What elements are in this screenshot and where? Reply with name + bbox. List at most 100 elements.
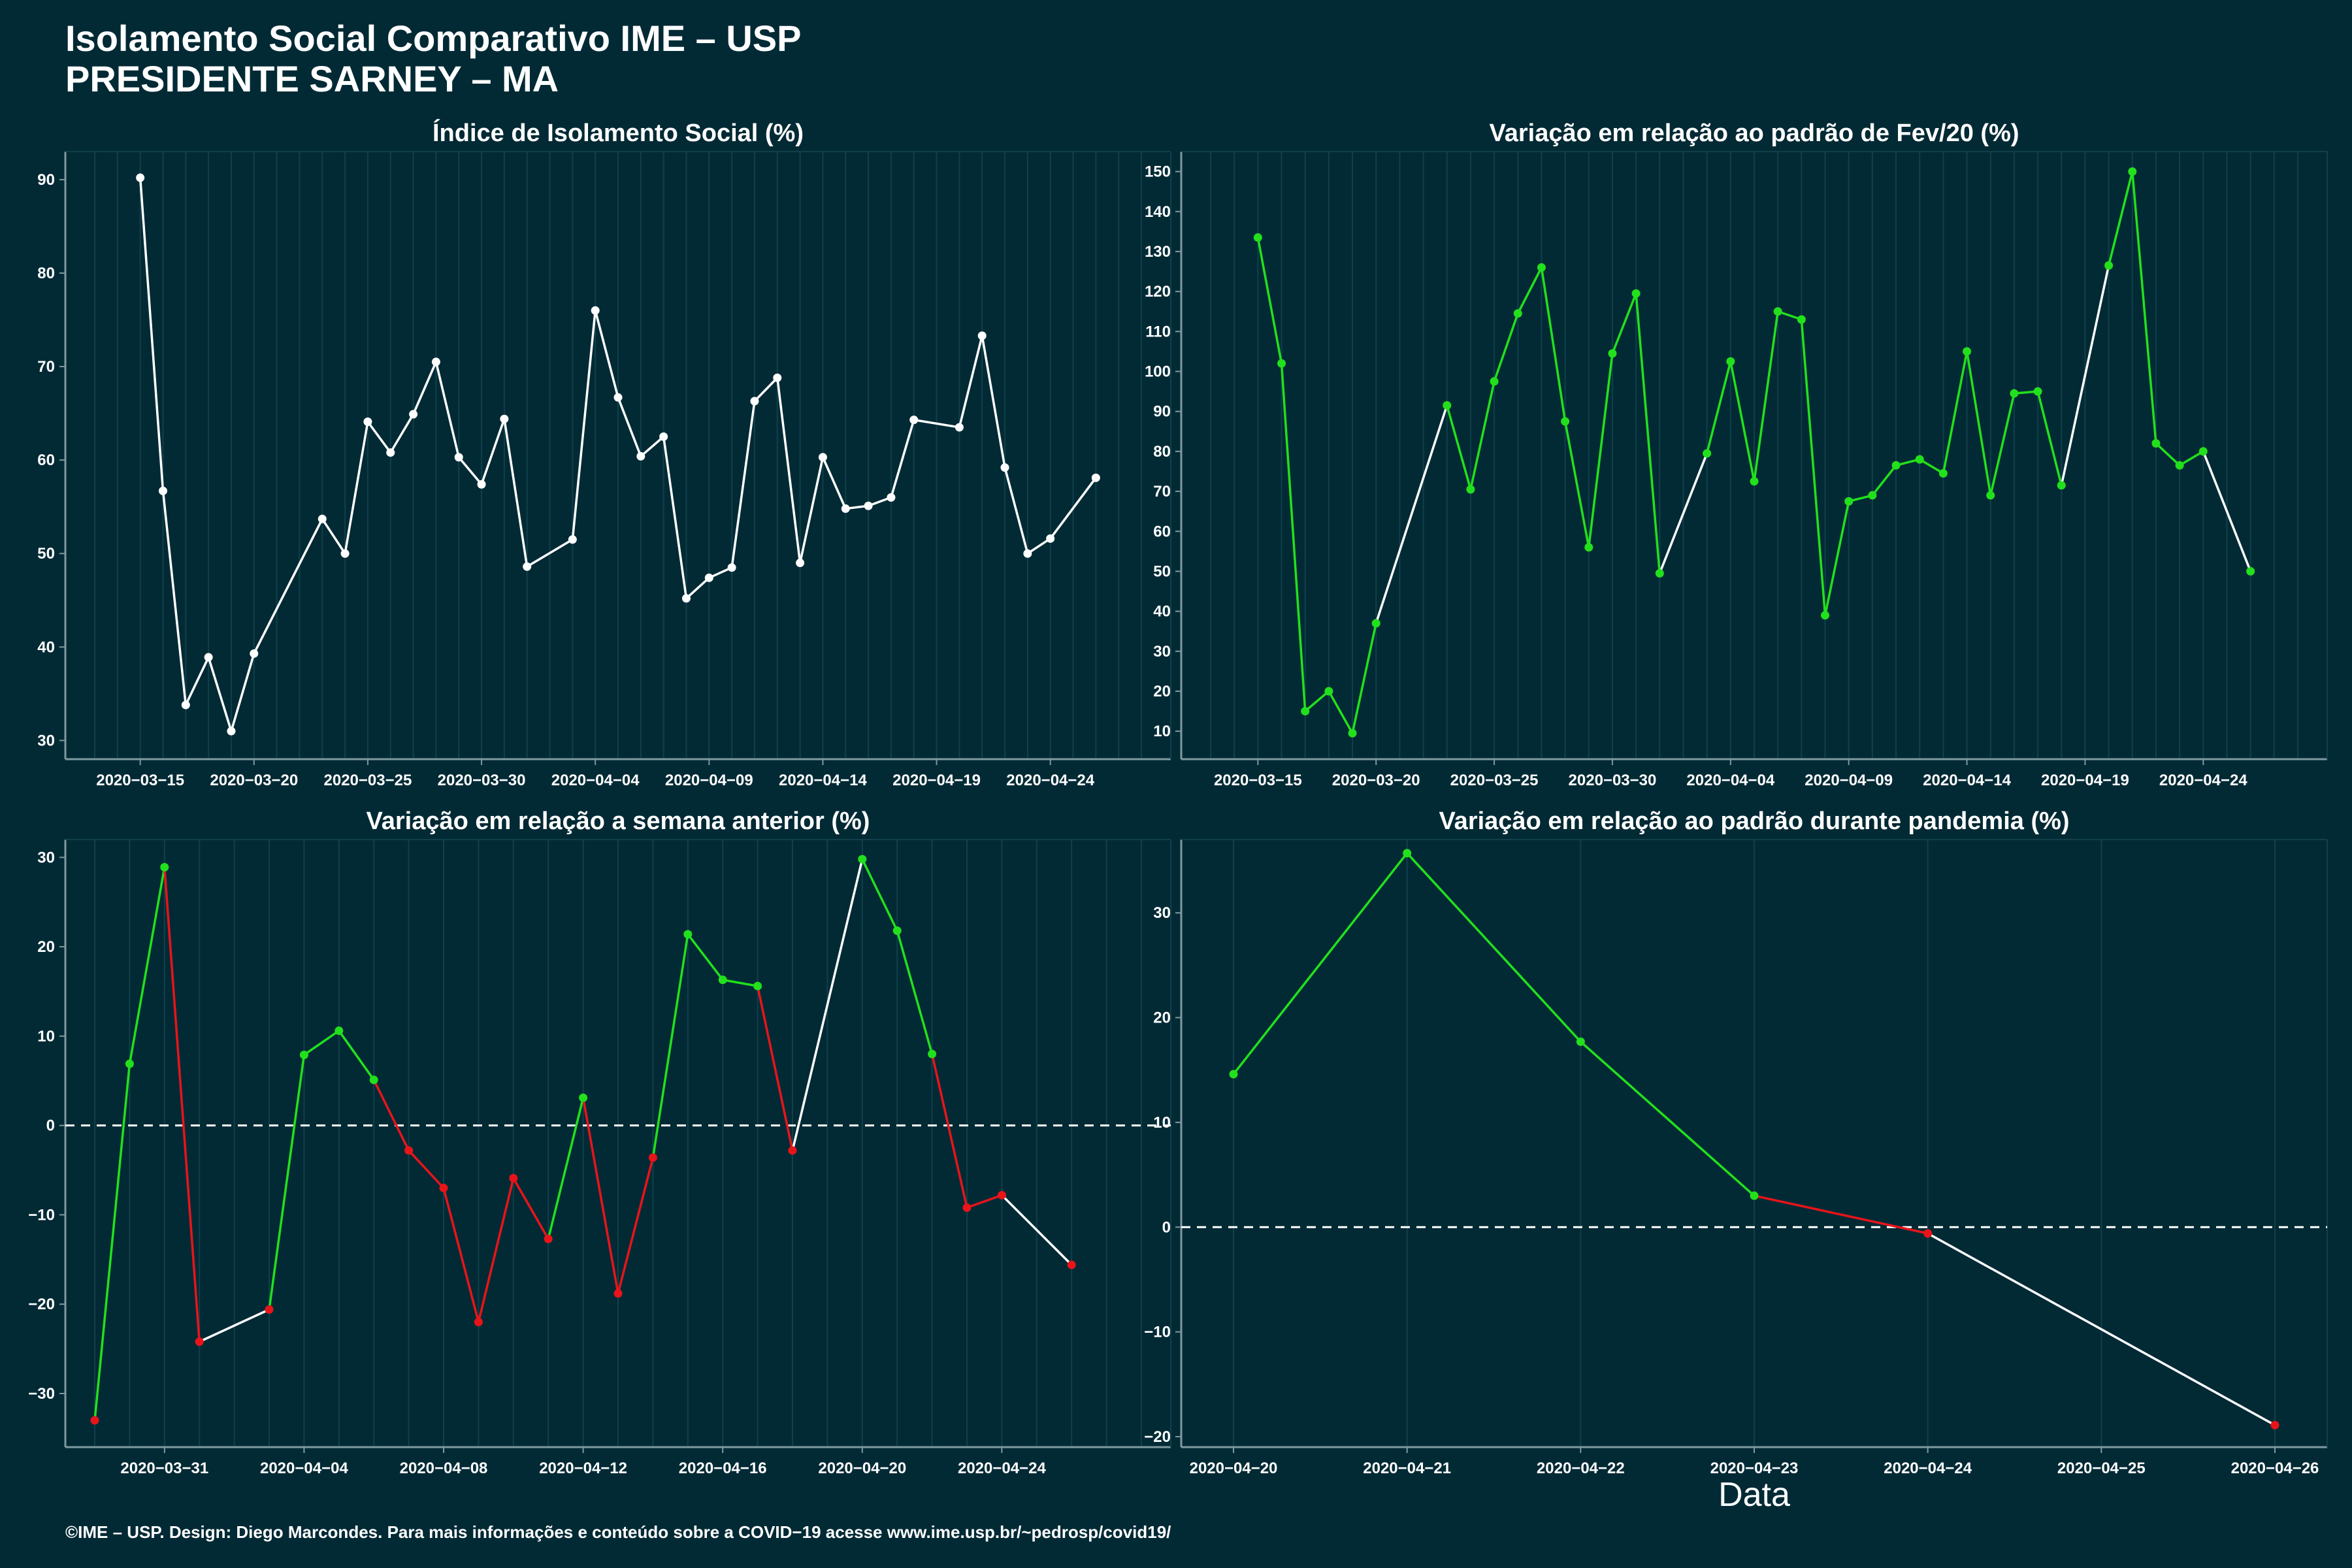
data-point <box>500 414 509 423</box>
data-point <box>1371 619 1380 628</box>
series-segment <box>930 1053 968 1208</box>
data-point <box>299 1051 308 1060</box>
data-point <box>265 1305 274 1314</box>
main-subtitle: PRESIDENTE SARNEY – MA <box>65 58 559 99</box>
data-point <box>1561 417 1570 426</box>
series-segment <box>389 414 415 453</box>
series-segment <box>184 657 210 706</box>
series-segment <box>1635 293 1661 574</box>
data-point <box>125 1059 134 1068</box>
data-point <box>318 514 327 523</box>
series-segment <box>512 1177 549 1240</box>
data-point <box>250 649 259 658</box>
series-segment <box>2060 265 2110 486</box>
y-tick-label: 60 <box>37 451 55 469</box>
data-point <box>1277 359 1286 368</box>
data-point <box>1324 687 1333 696</box>
data-point <box>955 423 964 432</box>
data-point <box>788 1146 797 1155</box>
x-tick-label: 2020−03−30 <box>438 772 526 789</box>
series-segment <box>1256 237 1283 364</box>
data-point <box>2104 261 2114 270</box>
series-segment <box>526 538 574 568</box>
chart-panel-1: Índice de Isolamento Social (%) 30 40 50 60 7… <box>37 118 1171 789</box>
data-point <box>1986 491 1995 500</box>
y-tick-label: 70 <box>1153 483 1171 500</box>
y-tick-label: 30 <box>1153 904 1171 922</box>
series-segment <box>1823 501 1850 616</box>
series-segment <box>480 418 506 485</box>
data-point <box>509 1173 518 1183</box>
data-point <box>431 357 440 367</box>
data-point <box>1773 307 1782 316</box>
series-segment <box>268 1054 306 1310</box>
data-point <box>928 1049 937 1058</box>
data-point <box>1703 449 1712 458</box>
y-tick-label: 90 <box>1153 403 1171 421</box>
x-tick-label: 2020−04−23 <box>1710 1460 1799 1477</box>
y-tick-label: −20 <box>1144 1428 1171 1446</box>
x-tick-label: 2020−04−04 <box>551 772 640 789</box>
data-point <box>474 1318 483 1327</box>
y-tick-label: 0 <box>1162 1218 1171 1236</box>
data-point <box>1091 473 1100 482</box>
series-segment <box>1753 311 1779 482</box>
y-tick-label: 30 <box>37 849 55 866</box>
series-segment <box>253 518 323 655</box>
data-point <box>1750 477 1759 486</box>
series-segment <box>966 1194 1002 1209</box>
x-tick-label: 2020−03−25 <box>324 772 412 789</box>
series-segment <box>1004 467 1029 554</box>
data-point <box>2010 389 2019 398</box>
data-point <box>681 594 691 603</box>
y-tick-label: 120 <box>1145 283 1171 301</box>
x-tick-label: 2020−04−24 <box>2159 772 2247 789</box>
y-tick-label: 110 <box>1145 323 1171 340</box>
series-segment <box>1446 405 1472 490</box>
data-point <box>335 1026 344 1036</box>
series-segment <box>1754 1194 1929 1235</box>
y-tick-label: 10 <box>1153 723 1171 740</box>
y-tick-label: 90 <box>37 171 55 189</box>
y-tick-label: 140 <box>1145 203 1171 221</box>
series-segment <box>128 867 166 1064</box>
data-point <box>2033 387 2042 396</box>
series-segment <box>503 418 529 567</box>
data-point <box>648 1153 657 1162</box>
series-segment <box>1232 852 1409 1075</box>
y-tick-label: 40 <box>37 638 55 656</box>
series-segment <box>981 335 1006 468</box>
data-point <box>1963 347 1972 356</box>
data-point <box>841 504 850 514</box>
series-segment <box>1540 267 1567 422</box>
data-point <box>1821 611 1830 620</box>
data-point <box>1923 1229 1933 1238</box>
data-point <box>1537 263 1546 272</box>
x-tick-label: 2020−04−04 <box>1686 772 1774 789</box>
x-tick-label: 2020−04−08 <box>400 1460 488 1477</box>
data-point <box>997 1190 1006 1200</box>
series-segment <box>651 934 689 1158</box>
series-segment <box>798 457 825 563</box>
x-tick-label: 2020−04−22 <box>1537 1460 1625 1477</box>
series-segment <box>1658 453 1708 574</box>
series-segment <box>434 361 460 458</box>
series-segment <box>2179 450 2204 466</box>
y-tick-label: 50 <box>37 545 55 563</box>
data-point <box>659 432 668 441</box>
series-segment <box>958 335 983 428</box>
y-tick-label: 60 <box>1153 523 1171 540</box>
series-segment <box>1919 458 1944 475</box>
series-segment <box>1563 421 1590 548</box>
series-segment <box>1469 381 1495 490</box>
series-segment <box>896 930 934 1054</box>
panel-title: Índice de Isolamento Social (%) <box>433 118 804 147</box>
series-segment <box>662 436 688 599</box>
x-tick-label: 2020−03−30 <box>1569 772 1657 789</box>
data-point <box>1067 1260 1076 1269</box>
panel-title: Variação em relação a semana anterior (%… <box>367 808 870 835</box>
data-point <box>1584 543 1593 552</box>
x-axis-label: Data <box>1718 1476 1790 1514</box>
data-point <box>909 416 919 425</box>
